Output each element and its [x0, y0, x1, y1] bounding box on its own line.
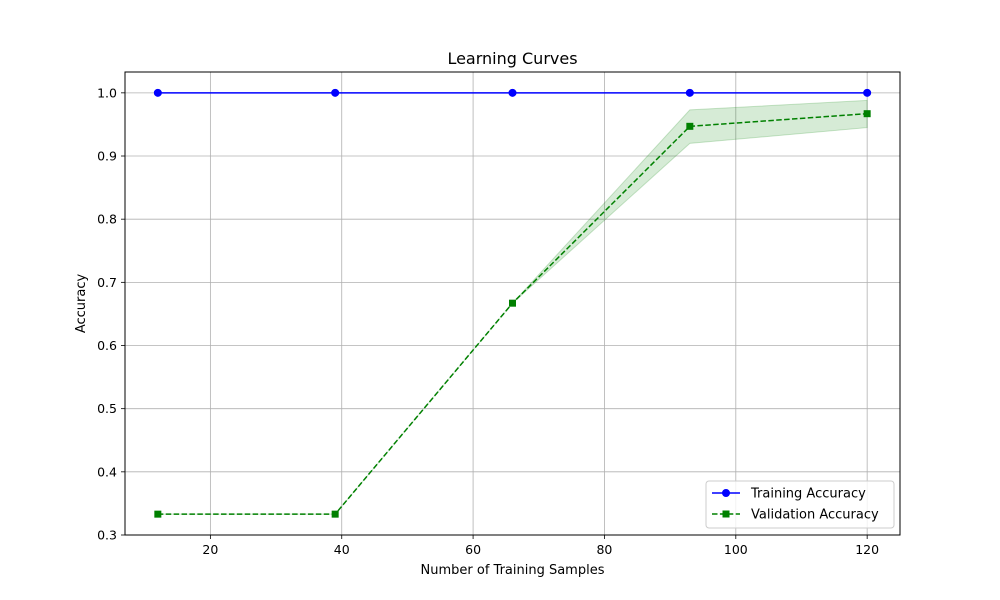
training-accuracy-point: [863, 88, 872, 97]
y-tick-label: 0.5: [97, 401, 117, 416]
y-tick-label: 0.8: [97, 212, 117, 227]
legend-training-accuracy-label: Training Accuracy: [750, 487, 866, 502]
y-tick-label: 0.9: [97, 149, 117, 164]
plot-frame: [124, 71, 901, 536]
chart-title: Learning Curves: [447, 49, 577, 68]
x-tick-label: 40: [334, 542, 350, 557]
x-tick-label: 20: [202, 542, 218, 557]
training-accuracy-point: [331, 88, 340, 97]
band-layer: [157, 99, 868, 515]
x-axis-label: Number of Training Samples: [421, 563, 605, 578]
y-tick-label: 0.3: [97, 528, 117, 543]
series-layer: [153, 88, 872, 518]
y-tick-label: 0.4: [97, 464, 117, 479]
legend-training-accuracy-marker: [722, 489, 730, 497]
validation-accuracy-line: [157, 112, 868, 515]
x-tick-label: 100: [724, 542, 748, 557]
validation-accuracy-band: [157, 99, 868, 515]
legend-validation-accuracy-marker: [722, 510, 730, 518]
legend-entries: Training Accuracy Validation Accuracy: [712, 487, 879, 523]
validation-accuracy-point: [863, 110, 871, 118]
x-ticks: 20 40 60 80 100 120: [202, 535, 879, 557]
x-tick-label: 120: [855, 542, 879, 557]
x-tick-label: 80: [596, 542, 612, 557]
training-accuracy-point: [153, 88, 162, 97]
validation-accuracy-point: [154, 510, 162, 518]
validation-accuracy-point: [509, 299, 516, 307]
training-accuracy-point: [685, 88, 694, 97]
validation-accuracy-point: [331, 510, 339, 518]
x-tick-label: 60: [465, 542, 481, 557]
y-tick-label: 1.0: [97, 85, 117, 100]
validation-accuracy-point: [686, 122, 694, 130]
y-tick-label: 0.7: [97, 275, 117, 290]
legend-box: [705, 480, 895, 529]
legend-validation-accuracy-label: Validation Accuracy: [751, 508, 879, 523]
y-ticks: 0.3 0.4 0.5 0.6 0.7 0.8 0.9 1.0: [97, 85, 125, 543]
y-tick-label: 0.6: [97, 338, 117, 353]
legend: Training Accuracy Validation Accuracy: [705, 480, 895, 529]
y-axis-label: Accuracy: [74, 274, 89, 334]
training-accuracy-point: [508, 88, 517, 97]
